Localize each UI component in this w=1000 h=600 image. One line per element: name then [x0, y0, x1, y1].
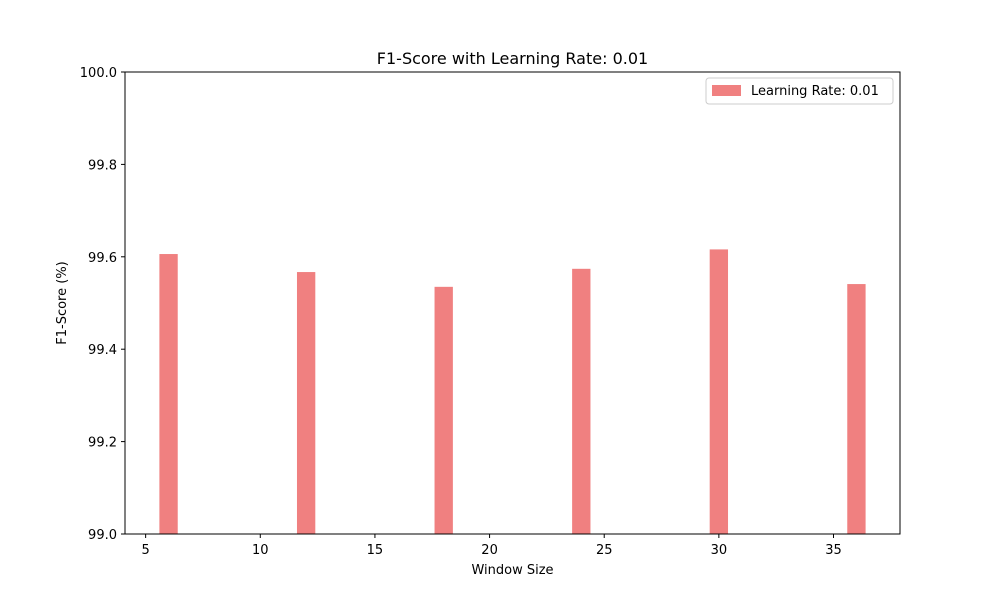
y-tick-label: 99.4	[88, 343, 117, 358]
x-axis-label: Window Size	[471, 563, 553, 578]
bars-layer	[159, 249, 866, 534]
chart-title: F1-Score with Learning Rate: 0.01	[377, 49, 648, 68]
y-tick-label: 100.0	[80, 66, 117, 81]
bar-18	[434, 286, 453, 534]
x-tick-label: 5	[141, 543, 149, 558]
legend-label: Learning Rate: 0.01	[751, 84, 879, 99]
y-axis: 99.0 99.2 99.4 99.6 99.8 100.0	[80, 66, 125, 543]
x-tick-label: 20	[481, 543, 498, 558]
x-tick-label: 35	[825, 543, 842, 558]
y-tick-label: 99.0	[88, 528, 117, 543]
bar-30	[709, 249, 729, 534]
x-axis: 5 10 15 20 25 30 35	[141, 534, 842, 558]
x-tick-label: 25	[596, 543, 613, 558]
y-tick-label: 99.8	[88, 158, 117, 173]
legend-swatch	[712, 85, 741, 96]
bar-12	[296, 272, 316, 534]
y-tick-label: 99.6	[88, 251, 117, 266]
plot-frame	[124, 71, 901, 535]
x-tick-label: 10	[252, 543, 269, 558]
bar-24	[572, 268, 591, 534]
legend: Learning Rate: 0.01	[705, 77, 894, 105]
y-axis-label: F1-Score (%)	[55, 261, 70, 344]
x-tick-label: 30	[711, 543, 728, 558]
bar-36	[847, 284, 866, 534]
y-tick-label: 99.2	[88, 436, 117, 451]
legend-box	[705, 77, 894, 105]
x-tick-label: 15	[367, 543, 384, 558]
bar-6	[159, 254, 178, 534]
